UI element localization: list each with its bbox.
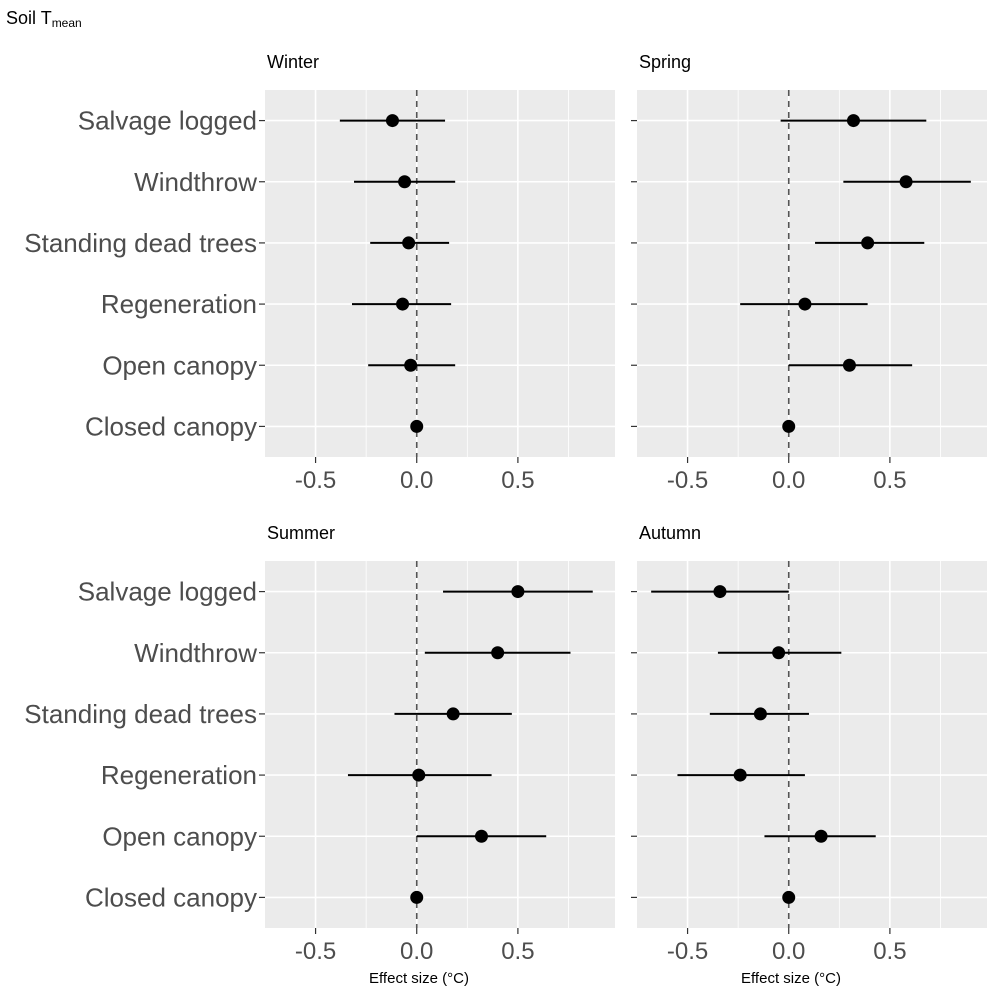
panel-title: Autumn: [639, 523, 701, 543]
y-tick-label-standing-dead-trees: Standing dead trees: [24, 228, 257, 258]
point-standing-dead-trees: [402, 236, 416, 250]
point-closed-canopy: [782, 890, 796, 904]
x-tick-label: 0.5: [501, 467, 534, 494]
point-regeneration: [733, 768, 747, 782]
x-tick-label: -0.5: [295, 467, 336, 494]
point-closed-canopy: [410, 419, 424, 433]
panel-autumn: Autumn -0.5 0.0 0.5 Effect size (°C): [631, 523, 987, 987]
point-regeneration: [396, 297, 410, 311]
panel-winter: Winter Salvage logged Windthrow Standing de…: [24, 52, 615, 494]
x-axis-title: Effect size (°C): [741, 970, 841, 987]
x-tick-label: -0.5: [667, 467, 708, 494]
y-tick-label-windthrow: Windthrow: [134, 167, 257, 197]
point-open-canopy: [404, 358, 418, 372]
point-salvage-logged: [385, 114, 399, 128]
y-tick-label-closed-canopy: Closed canopy: [85, 882, 257, 912]
panel-title: Winter: [267, 52, 319, 72]
x-tick-label: -0.5: [295, 938, 336, 965]
figure-title-subscript: mean: [51, 16, 82, 30]
panel-background: [265, 90, 615, 457]
y-tick-label-salvage-logged: Salvage logged: [78, 577, 257, 607]
x-axis-title: Effect size (°C): [369, 970, 469, 987]
panel-background: [637, 561, 987, 928]
x-tick-label: 0.0: [772, 467, 805, 494]
point-closed-canopy: [410, 890, 424, 904]
y-tick-label-standing-dead-trees: Standing dead trees: [24, 699, 257, 729]
y-tick-label-salvage-logged: Salvage logged: [78, 106, 257, 136]
point-salvage-logged: [846, 114, 860, 128]
point-open-canopy: [814, 829, 828, 843]
x-tick-label: 0.0: [400, 467, 433, 494]
y-tick-label-open-canopy: Open canopy: [102, 821, 257, 851]
point-salvage-logged: [511, 585, 525, 599]
x-tick-label: 0.0: [772, 938, 805, 965]
point-closed-canopy: [782, 419, 796, 433]
point-open-canopy: [474, 829, 488, 843]
point-standing-dead-trees: [753, 707, 767, 721]
x-tick-label: -0.5: [667, 938, 708, 965]
point-regeneration: [412, 768, 426, 782]
y-tick-label-regeneration: Regeneration: [101, 760, 257, 790]
point-windthrow: [398, 175, 412, 189]
point-regeneration: [798, 297, 812, 311]
panel-background: [637, 90, 987, 457]
panel-title: Summer: [267, 523, 335, 543]
y-tick-label-windthrow: Windthrow: [134, 638, 257, 668]
point-windthrow: [772, 646, 786, 660]
figure-title: Soil Tmean: [6, 8, 82, 30]
point-open-canopy: [842, 358, 856, 372]
point-windthrow: [491, 646, 505, 660]
y-tick-label-open-canopy: Open canopy: [102, 350, 257, 380]
y-tick-label-regeneration: Regeneration: [101, 289, 257, 319]
x-tick-label: 0.0: [400, 938, 433, 965]
y-tick-label-closed-canopy: Closed canopy: [85, 411, 257, 441]
point-standing-dead-trees: [446, 707, 460, 721]
x-tick-label: 0.5: [873, 467, 906, 494]
panel-summer: Summer Salvage logged Windthrow Standing de…: [24, 523, 615, 987]
panel-spring: Spring -0.5 0.0 0.5: [631, 52, 987, 494]
x-tick-label: 0.5: [501, 938, 534, 965]
figure-title-main: Soil T: [6, 8, 52, 28]
point-salvage-logged: [713, 585, 727, 599]
point-windthrow: [899, 175, 913, 189]
panel-title: Spring: [639, 52, 691, 72]
point-standing-dead-trees: [861, 236, 875, 250]
panel-background: [265, 561, 615, 928]
x-tick-label: 0.5: [873, 938, 906, 965]
